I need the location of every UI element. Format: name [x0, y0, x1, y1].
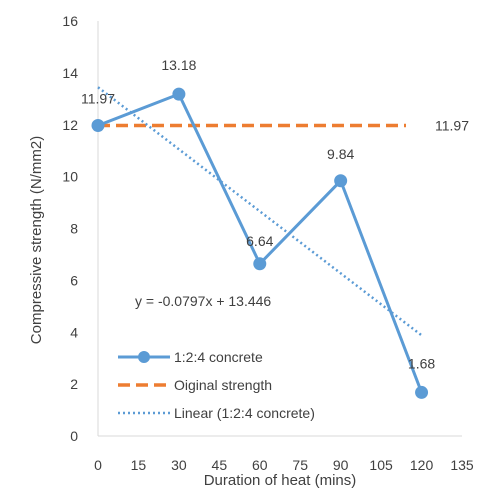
x-tick-label: 135 — [450, 457, 474, 473]
x-tick-labels: 0 15 30 45 60 75 90 105 120 135 — [94, 457, 474, 473]
data-label: 13.18 — [161, 57, 196, 73]
series-layer — [91, 86, 429, 399]
x-tick-label: 30 — [171, 457, 187, 473]
data-label: 11.97 — [81, 91, 115, 107]
legend-item-series-1: 1:2:4 concrete — [118, 349, 263, 365]
data-label: 1.68 — [408, 355, 435, 371]
data-labels: 11.97 13.18 6.64 9.84 1.68 11.97 — [81, 57, 469, 371]
x-tick-label: 75 — [292, 457, 308, 473]
y-tick-label: 4 — [70, 324, 78, 340]
data-point — [91, 119, 105, 133]
x-tick-label: 90 — [333, 457, 349, 473]
legend-item-series-2: Oiginal strength — [118, 377, 272, 393]
y-tick-labels: 0 2 4 6 8 10 12 14 16 — [62, 13, 78, 444]
data-point — [334, 174, 348, 188]
trendline-equation: y = -0.0797x + 13.446 — [135, 293, 271, 309]
y-tick-label: 2 — [70, 376, 78, 392]
data-point — [253, 257, 267, 271]
y-tick-label: 0 — [70, 428, 78, 444]
legend-label: Oiginal strength — [174, 377, 272, 393]
y-tick-label: 8 — [70, 221, 78, 237]
y-tick-label: 6 — [70, 272, 78, 288]
data-point — [172, 87, 186, 101]
x-tick-label: 105 — [369, 457, 393, 473]
x-tick-label: 120 — [410, 457, 434, 473]
data-label: 9.84 — [327, 146, 354, 162]
data-label: 6.64 — [246, 233, 273, 249]
y-tick-label: 16 — [62, 13, 78, 29]
y-tick-label: 10 — [62, 169, 78, 185]
data-point — [415, 385, 429, 399]
legend-label: Linear (1:2:4 concrete) — [174, 405, 315, 421]
x-tick-label: 45 — [212, 457, 228, 473]
legend-swatch-marker — [138, 351, 150, 363]
y-axis-title: Compressive strength (N/mm2) — [28, 136, 45, 344]
y-tick-label: 12 — [62, 117, 78, 133]
x-tick-label: 60 — [252, 457, 268, 473]
legend: 1:2:4 concrete Oiginal strength Linear (… — [118, 349, 315, 421]
x-axis-title: Duration of heat (mins) — [204, 472, 357, 489]
legend-label: 1:2:4 concrete — [174, 349, 263, 365]
y-tick-label: 14 — [62, 65, 78, 81]
x-tick-label: 0 — [94, 457, 102, 473]
legend-item-series-3: Linear (1:2:4 concrete) — [118, 405, 315, 421]
axes — [97, 21, 462, 437]
x-tick-label: 15 — [131, 457, 147, 473]
data-label-original-strength: 11.97 — [435, 118, 469, 134]
